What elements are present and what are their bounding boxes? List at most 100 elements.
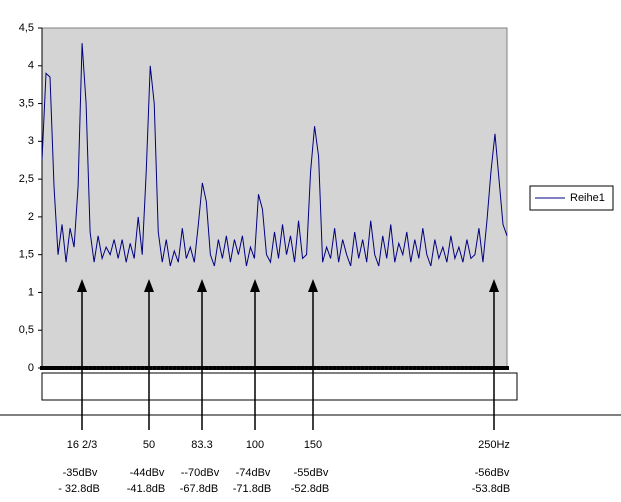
x-tick bbox=[316, 366, 321, 370]
annotation-line2: -53.8dB bbox=[472, 483, 511, 495]
x-tick bbox=[216, 366, 221, 370]
annotation-label: 100 bbox=[246, 439, 264, 451]
x-tick bbox=[304, 366, 309, 370]
x-tick bbox=[44, 366, 49, 370]
x-tick bbox=[448, 366, 453, 370]
x-tick bbox=[164, 366, 169, 370]
annotation-line1: --70dBv bbox=[181, 467, 220, 479]
x-tick bbox=[188, 366, 193, 370]
annotation-line2: -52.8dB bbox=[291, 483, 330, 495]
x-tick bbox=[308, 366, 313, 370]
y-tick-label: 0,5 bbox=[19, 324, 34, 336]
x-tick bbox=[132, 366, 137, 370]
x-tick bbox=[328, 366, 333, 370]
x-tick bbox=[272, 366, 277, 370]
x-tick bbox=[440, 366, 445, 370]
x-tick bbox=[348, 366, 353, 370]
arrow-head bbox=[489, 279, 499, 292]
legend bbox=[529, 185, 614, 211]
x-tick bbox=[284, 366, 289, 370]
axis-box bbox=[41, 372, 518, 401]
x-tick bbox=[68, 366, 73, 370]
x-tick bbox=[505, 366, 509, 370]
x-tick bbox=[124, 366, 129, 370]
x-tick bbox=[492, 366, 497, 370]
x-tick bbox=[280, 366, 285, 370]
x-tick bbox=[368, 366, 373, 370]
x-tick bbox=[220, 366, 225, 370]
x-tick bbox=[300, 366, 305, 370]
x-tick bbox=[484, 366, 489, 370]
x-tick bbox=[276, 366, 281, 370]
y-tick-label: 1 bbox=[28, 286, 34, 298]
x-tick bbox=[256, 366, 261, 370]
x-tick bbox=[92, 366, 97, 370]
series-line bbox=[41, 43, 508, 267]
x-tick bbox=[140, 366, 145, 370]
x-tick bbox=[152, 366, 157, 370]
y-tick-label: 1,5 bbox=[19, 249, 34, 261]
annotation-line2: -67.8dB bbox=[180, 483, 219, 495]
x-tick bbox=[48, 366, 53, 370]
arrow-head bbox=[197, 279, 207, 292]
x-tick bbox=[212, 366, 217, 370]
x-tick bbox=[144, 366, 149, 370]
annotation-line1: -74dBv bbox=[236, 467, 271, 479]
x-tick bbox=[332, 366, 337, 370]
x-tick bbox=[436, 366, 441, 370]
x-tick bbox=[312, 366, 317, 370]
plot-area bbox=[41, 27, 508, 369]
x-tick bbox=[500, 366, 505, 370]
y-tick-label: 3 bbox=[28, 135, 34, 147]
x-tick bbox=[172, 366, 177, 370]
x-tick bbox=[84, 366, 89, 370]
x-tick bbox=[244, 366, 249, 370]
annotation-label: 250Hz bbox=[478, 439, 510, 451]
x-tick bbox=[412, 366, 417, 370]
annotation-label: 150 bbox=[304, 439, 322, 451]
x-tick bbox=[228, 366, 233, 370]
x-tick bbox=[176, 366, 181, 370]
x-tick bbox=[396, 366, 401, 370]
x-tick bbox=[64, 366, 69, 370]
annotation-line2: -41.8dB bbox=[127, 483, 166, 495]
x-tick bbox=[452, 366, 457, 370]
x-tick bbox=[96, 366, 101, 370]
x-tick bbox=[40, 366, 44, 370]
x-tick bbox=[364, 366, 369, 370]
annotation-line1: -56dBv bbox=[475, 467, 510, 479]
x-tick bbox=[320, 366, 325, 370]
x-tick bbox=[148, 366, 153, 370]
x-tick bbox=[240, 366, 245, 370]
x-tick bbox=[352, 366, 357, 370]
x-tick bbox=[72, 366, 77, 370]
x-tick bbox=[108, 366, 113, 370]
x-tick bbox=[100, 366, 105, 370]
x-tick bbox=[400, 366, 405, 370]
x-tick bbox=[408, 366, 413, 370]
x-tick bbox=[208, 366, 213, 370]
x-tick bbox=[232, 366, 237, 370]
y-tick-label: 3,5 bbox=[19, 97, 34, 109]
x-tick bbox=[388, 366, 393, 370]
annotation-label: 16 2/3 bbox=[67, 439, 98, 451]
x-tick bbox=[196, 366, 201, 370]
x-tick bbox=[488, 366, 493, 370]
x-tick bbox=[392, 366, 397, 370]
x-tick bbox=[184, 366, 189, 370]
x-tick bbox=[472, 366, 477, 370]
x-tick bbox=[356, 366, 361, 370]
x-tick bbox=[496, 366, 501, 370]
x-tick bbox=[204, 366, 209, 370]
x-tick bbox=[360, 366, 365, 370]
x-tick bbox=[88, 366, 93, 370]
x-tick bbox=[264, 366, 269, 370]
x-tick bbox=[428, 366, 433, 370]
y-tick-label: 0 bbox=[28, 362, 34, 374]
x-tick bbox=[456, 366, 461, 370]
y-tick-label: 4 bbox=[28, 60, 34, 72]
annotation-line1: -44dBv bbox=[130, 467, 165, 479]
x-tick bbox=[288, 366, 293, 370]
x-tick bbox=[136, 366, 141, 370]
